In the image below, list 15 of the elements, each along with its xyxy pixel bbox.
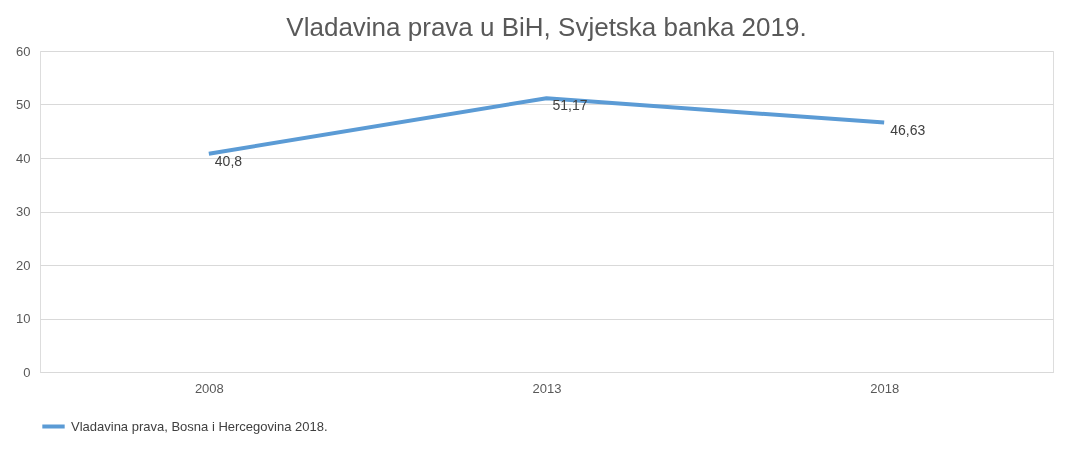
y-tick-label: 0 xyxy=(23,364,31,380)
y-tick-label: 50 xyxy=(16,97,31,112)
legend-label: Vladavina prava, Bosna i Hercegovina 2018. xyxy=(71,418,328,434)
y-tick-label: 10 xyxy=(16,311,31,326)
y-tick-label: 60 xyxy=(16,43,31,59)
x-tick-label: 2013 xyxy=(532,380,562,396)
y-tick-label: 40 xyxy=(16,150,31,166)
x-tick-label: 2018 xyxy=(870,380,900,396)
y-tick-label: 20 xyxy=(16,257,31,273)
y-tick-label: 30 xyxy=(16,204,31,219)
data-label: 46,63 xyxy=(890,121,926,138)
x-tick-label: 2008 xyxy=(194,380,224,396)
data-label: 40,8 xyxy=(214,152,243,169)
data-label: 51,17 xyxy=(552,97,588,114)
chart-title: Vladavina prava u BiH, Svjetska banka 2019. xyxy=(286,12,807,42)
